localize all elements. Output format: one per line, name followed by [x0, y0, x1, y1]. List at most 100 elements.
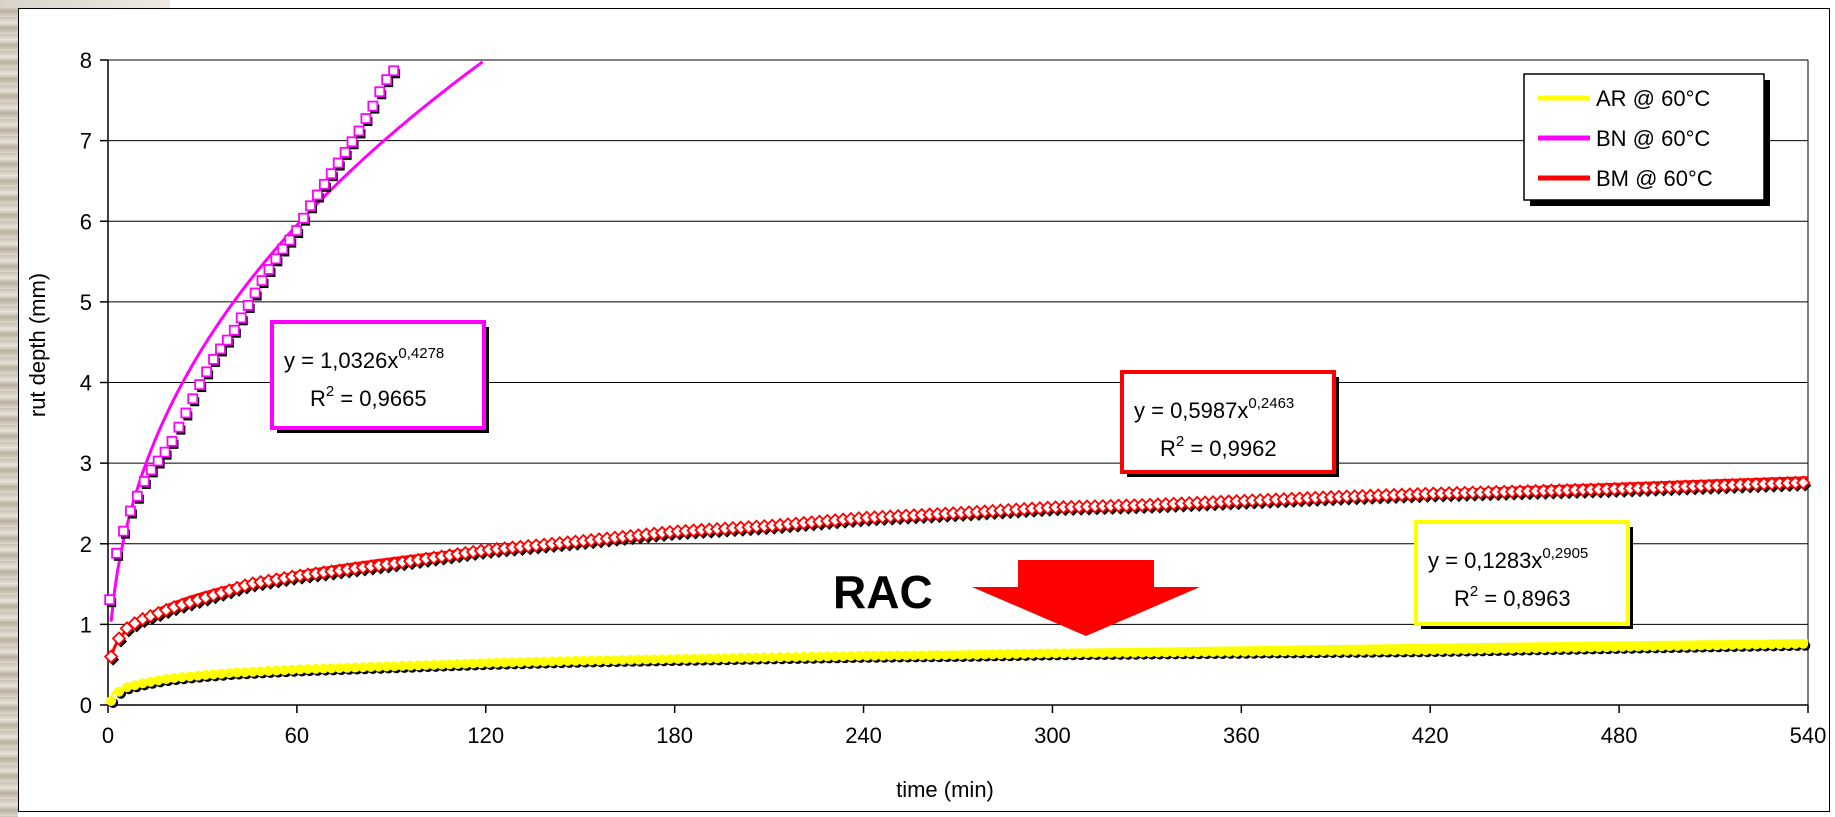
- data-point: [161, 674, 172, 685]
- r-squared-text: R2 = 0,9665: [310, 383, 427, 411]
- data-point: [353, 125, 365, 137]
- x-tick-label: 180: [656, 723, 693, 748]
- data-point: [263, 665, 274, 676]
- data-point: [342, 662, 353, 673]
- data-point: [111, 631, 127, 646]
- data-point: [1278, 646, 1289, 657]
- data-point: [1026, 648, 1037, 659]
- data-point: [633, 654, 644, 665]
- data-point: [1711, 640, 1722, 651]
- data-point: [228, 324, 240, 336]
- data-point: [720, 653, 731, 664]
- data-point: [1003, 649, 1014, 660]
- data-point: [830, 651, 841, 662]
- data-point: [200, 669, 211, 680]
- data-point: [1475, 644, 1486, 655]
- data-point: [420, 660, 431, 671]
- data-point: [491, 657, 502, 668]
- data-point: [1633, 641, 1643, 652]
- data-point: [270, 253, 282, 265]
- data-point: [908, 650, 919, 661]
- x-tick-label: 300: [1034, 723, 1071, 748]
- data-point: [885, 650, 896, 661]
- data-point: [1381, 645, 1392, 656]
- data-point: [979, 649, 990, 660]
- data-point: [845, 651, 856, 662]
- data-point: [103, 649, 119, 664]
- data-point: [1263, 646, 1274, 657]
- data-point: [641, 654, 652, 665]
- data-point: [1042, 648, 1053, 659]
- data-point: [1270, 646, 1281, 657]
- data-point: [751, 652, 762, 663]
- data-point: [1223, 646, 1234, 657]
- x-axis-title: time (min): [896, 777, 994, 802]
- data-point: [1389, 645, 1400, 656]
- data-point: [1483, 644, 1494, 655]
- data-point: [298, 212, 309, 224]
- data-point: [664, 654, 675, 665]
- data-point: [1554, 642, 1565, 653]
- data-point: [971, 649, 982, 660]
- data-point: [365, 661, 376, 672]
- data-point: [452, 659, 463, 670]
- data-point: [1796, 475, 1811, 490]
- data-point: [180, 407, 192, 419]
- data-point: [405, 660, 416, 671]
- data-point: [1184, 647, 1195, 658]
- equation-text: y = 0,1283x0,2905: [1428, 545, 1588, 573]
- data-point: [166, 435, 178, 447]
- data-point: [924, 650, 935, 661]
- data-point: [460, 658, 471, 669]
- data-point: [901, 650, 912, 661]
- data-point: [121, 682, 132, 693]
- data-point: [1286, 646, 1297, 657]
- data-point: [389, 661, 400, 672]
- data-point: [1751, 639, 1762, 650]
- data-point: [562, 655, 573, 666]
- data-point: [696, 653, 707, 664]
- data-point: [287, 664, 298, 675]
- data-point: [468, 658, 479, 669]
- data-point: [1735, 639, 1746, 650]
- data-point: [1168, 647, 1179, 658]
- data-point: [271, 665, 282, 676]
- y-tick-label: 1: [80, 612, 92, 637]
- trend-equations: y = 1,0326x0,4278 R2 = 0,9665 y = 0,5987x0…: [270, 320, 1633, 629]
- data-point: [586, 655, 597, 666]
- data-point: [1640, 641, 1651, 652]
- data-point: [476, 658, 487, 669]
- y-tick-label: 0: [80, 693, 92, 718]
- data-point: [310, 663, 321, 674]
- data-point: [1798, 638, 1809, 649]
- data-point: [1499, 643, 1510, 654]
- data-point: [1648, 641, 1659, 652]
- data-point: [767, 652, 778, 663]
- rac-label: RAC: [833, 566, 933, 618]
- data-point: [1097, 647, 1108, 658]
- data-point: [106, 695, 117, 706]
- data-point: [877, 650, 888, 661]
- data-point: [1302, 646, 1313, 657]
- data-point: [893, 650, 904, 661]
- data-point: [1058, 648, 1069, 659]
- data-point: [1774, 639, 1785, 650]
- data-point: [373, 661, 384, 672]
- data-point: [1396, 645, 1407, 656]
- data-point: [221, 334, 233, 346]
- data-point: [216, 668, 227, 679]
- data-point: [523, 656, 534, 667]
- data-point: [1160, 647, 1171, 658]
- data-point: [305, 200, 316, 212]
- data-point: [688, 653, 699, 664]
- data-point: [1152, 647, 1163, 658]
- x-tick-label: 120: [467, 723, 504, 748]
- data-point: [1766, 639, 1777, 650]
- data-point: [1176, 647, 1187, 658]
- data-point: [1743, 639, 1754, 650]
- legend-label: BN @ 60°C: [1596, 126, 1710, 151]
- data-point: [861, 650, 872, 661]
- data-point: [790, 651, 801, 662]
- data-point: [201, 366, 213, 378]
- data-point: [1459, 644, 1470, 655]
